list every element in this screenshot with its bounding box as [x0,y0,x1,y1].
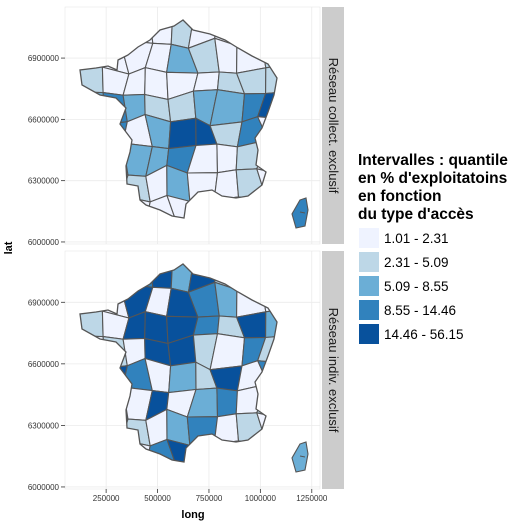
x-tick-label: 500000 [144,494,171,503]
x-tick-label: 250000 [93,494,120,503]
legend-key [358,251,380,273]
legend-label: 5.09 - 8.55 [384,278,449,294]
facet-strip [322,7,344,244]
legend-item: 1.01 - 2.31 [358,226,464,250]
department-region [192,71,220,92]
department-region [168,361,197,394]
legend-key [358,275,380,297]
tick-layer: 6000000 6300000 6600000 6900000 6000000 63000… [28,54,328,503]
legend: 1.01 - 2.31 2.31 - 5.09 5.09 - 8.55 8.55… [358,226,464,346]
department-border [299,211,306,214]
department-region [216,143,238,174]
legend-key [358,323,380,345]
legend-item: 8.55 - 14.46 [358,298,464,322]
y-tick-label: 6300000 [28,177,60,186]
legend-title-line: en fonction [358,188,442,205]
panel-border [64,6,321,245]
department-region [216,387,238,418]
department-region [192,315,220,336]
x-tick-label: 1250000 [296,494,328,503]
panel-border [64,250,321,490]
y-tick-label: 6000000 [28,483,60,492]
country-outline [79,19,278,219]
y-tick-label: 6000000 [28,238,60,247]
department-region [291,441,309,473]
department-region [265,64,277,95]
legend-key [358,227,380,249]
legend-title: Intervalles : quantile en % d'exploitato… [358,152,526,224]
department-region [144,310,169,345]
frame-layer: Réseau collect. exclusif Réseau indiv. ex… [64,6,344,490]
facet-strip-label: Réseau indiv. exclusif [326,308,341,433]
y-tick-label: 6900000 [28,54,60,63]
department-border [299,455,306,458]
legend-label: 14.46 - 56.15 [384,326,464,342]
department-region [265,308,277,339]
legend-key [358,299,380,321]
facet-strip-label: Réseau collect. exclusif [326,58,341,194]
y-tick-label: 6600000 [28,360,60,369]
y-tick-label: 6600000 [28,115,60,124]
legend-item: 5.09 - 8.55 [358,274,464,298]
legend-label: 1.01 - 2.31 [384,230,449,246]
legend-label: 8.55 - 14.46 [384,302,457,318]
legend-title-line: du type d'accès [358,206,474,223]
x-tick-label: 1000000 [245,494,277,503]
y-tick-label: 6300000 [28,421,60,430]
legend-item: 2.31 - 5.09 [358,250,464,274]
facet-strip [322,251,344,489]
department-region [291,197,309,229]
x-axis-title: long [181,509,204,521]
legend-title-line: en % d'exploitatoins [358,170,508,187]
legend-item: 14.46 - 56.15 [358,322,464,346]
department-region [144,66,169,101]
legend-label: 2.31 - 5.09 [384,254,449,270]
x-tick-label: 750000 [196,494,223,503]
y-tick-label: 6900000 [28,298,60,307]
country-outline [79,263,278,463]
y-axis-title: lat [3,241,15,254]
legend-title-line: Intervalles : quantile [358,152,508,169]
department-region [168,117,197,150]
